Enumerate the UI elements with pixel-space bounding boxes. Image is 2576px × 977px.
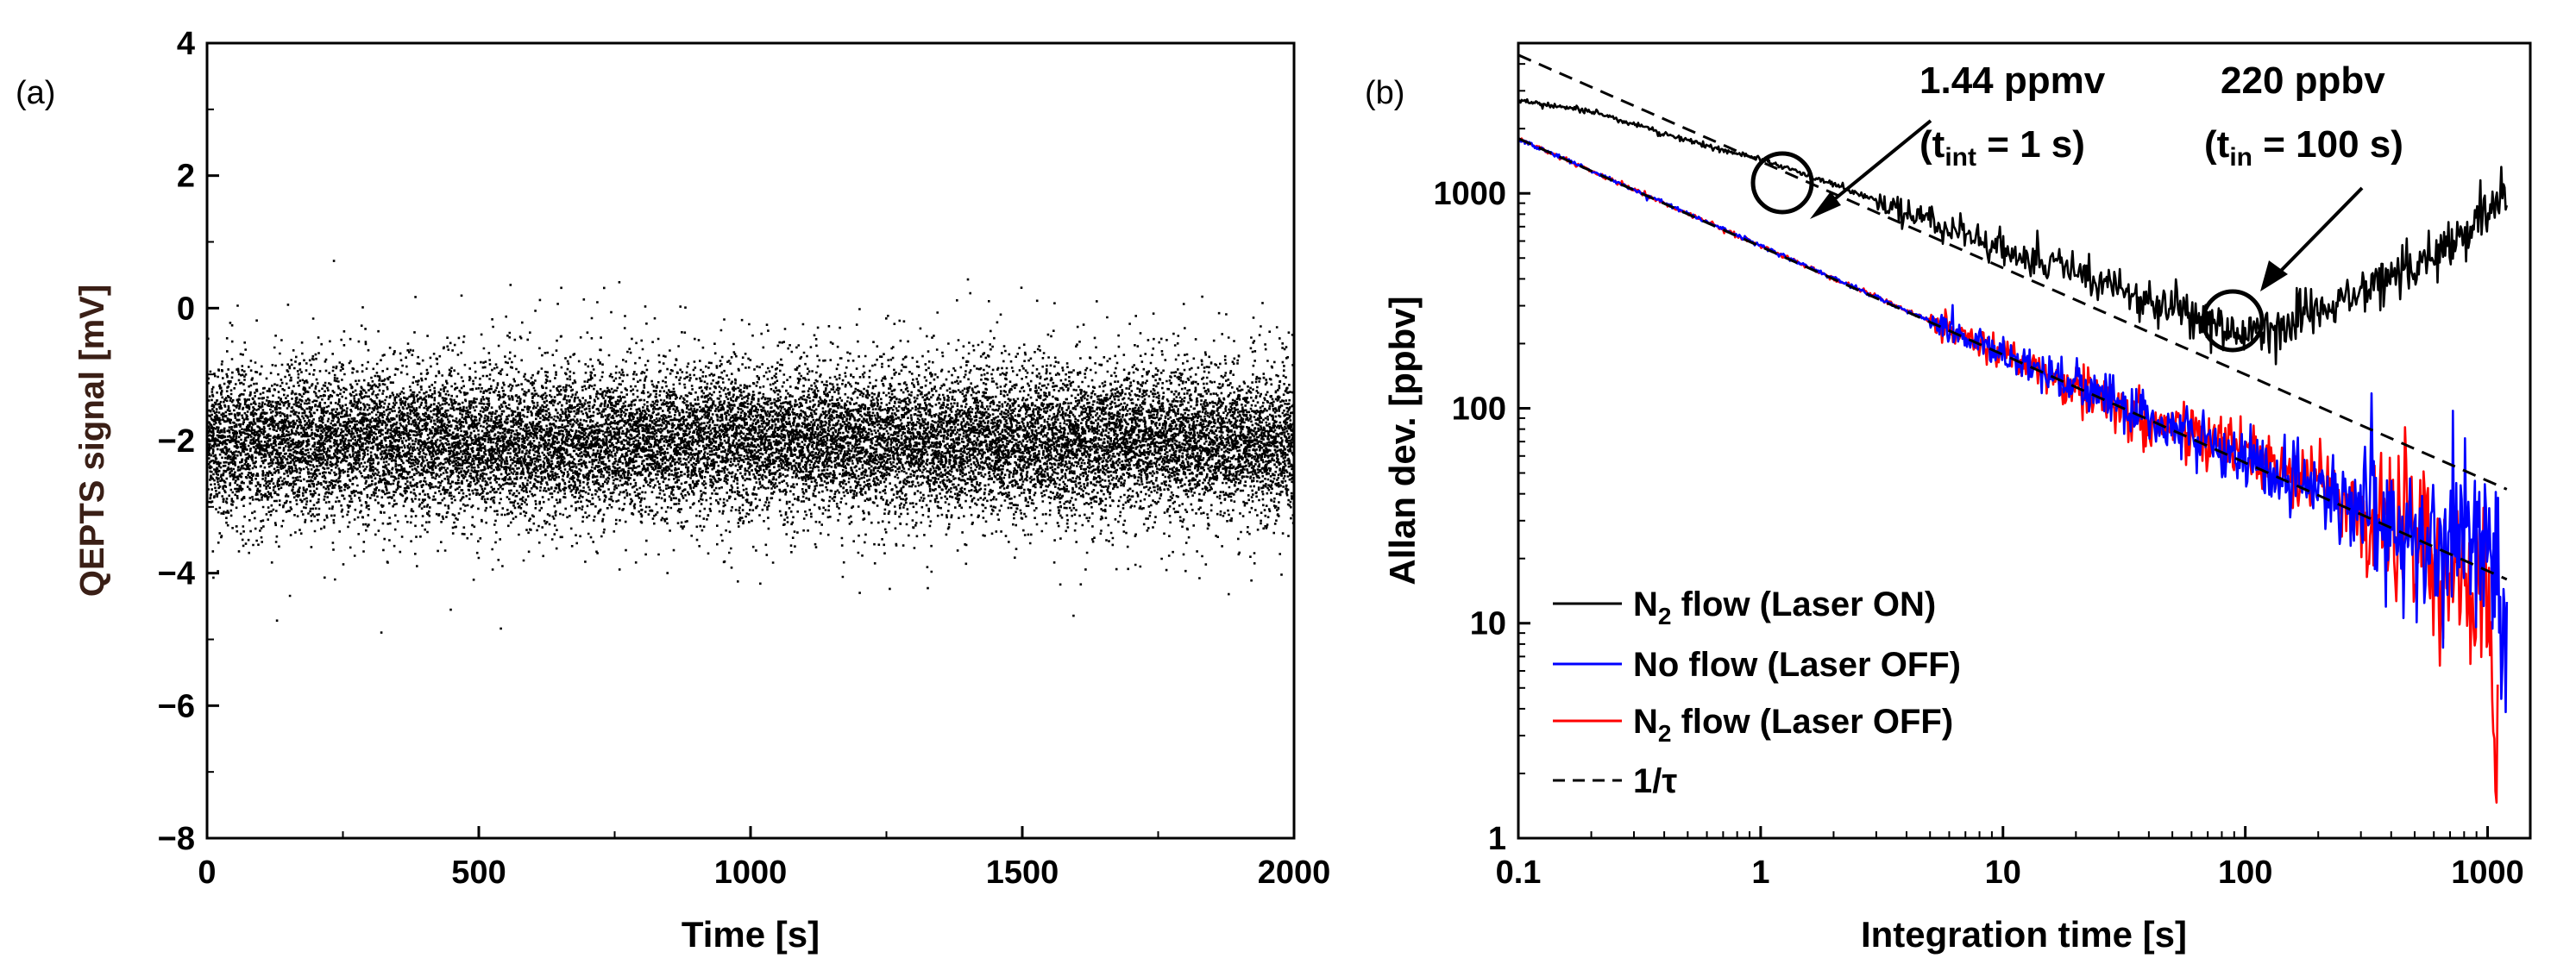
legend-entry-no-flow-laser-off: No flow (Laser OFF) [1553, 646, 1961, 684]
y-tick-label: 1 [1488, 821, 1506, 857]
legend-entry-n2-laser-off: N2 flow (Laser OFF) [1553, 703, 1953, 747]
panel-b-label: (b) [1365, 75, 1404, 111]
panel-b-frame [1517, 41, 2532, 840]
y-tick-label: 10 [1470, 606, 1506, 642]
svg-text:No flow (Laser OFF): No flow (Laser OFF) [1633, 646, 1961, 684]
panel-a-y-ticks: −8 −6 −4 −2 0 2 4 [158, 26, 219, 857]
panel-a-x-label: Time [s] [682, 914, 820, 955]
annotation-2-sub: in [2229, 143, 2252, 172]
legend-text-post: flow (Laser ON) [1671, 586, 1936, 623]
x-tick-label: 10 [1985, 855, 2021, 891]
svg-text:1.44 ppmv: 1.44 ppmv [1919, 59, 2106, 102]
y-tick-label: 1000 [1433, 176, 1506, 212]
annotation-1-arrow [1825, 119, 1932, 207]
annotation-2-circle [2201, 289, 2265, 353]
legend-text: N [1633, 586, 1658, 623]
x-tick-label: 0 [198, 855, 216, 891]
x-tick-label: 1000 [714, 855, 788, 891]
legend-sub: 2 [1658, 720, 1672, 747]
panel-b-x-label: Integration time [s] [1861, 914, 2187, 955]
legend: N2 flow (Laser ON) No flow (Laser OFF) N… [1553, 586, 1961, 800]
x-tick-label: 2000 [1258, 855, 1331, 891]
annotation-1-arrowhead [1810, 191, 1841, 219]
annotation-2-eq: = 100 s) [2252, 123, 2403, 166]
annotation-2-value: 220 ppbv [2221, 59, 2385, 102]
panel-b-x-ticks: 0.1 1 10 100 1000 [1496, 826, 2524, 891]
legend-text: 1/τ [1633, 762, 1677, 800]
annotation-220-ppbv: 220 ppbv (tin = 100 s) [2201, 59, 2403, 353]
y-tick-label: −6 [158, 688, 195, 724]
y-tick-label: 100 [1452, 391, 1506, 427]
annotation-1-eq: = 1 s) [1976, 123, 2085, 166]
panel-b-y-label: Allan dev. [ppbv] [1382, 296, 1423, 585]
svg-text:(tint = 1 s): (tint = 1 s) [1919, 123, 2085, 172]
y-tick-label: −2 [158, 423, 195, 460]
legend-entry-inverse-tau: 1/τ [1553, 762, 1677, 800]
panel-a-y-label: QEPTS signal [mV] [73, 285, 111, 597]
annotation-2-arrowhead [2260, 260, 2288, 291]
annotation-2-t: (t [2204, 123, 2230, 166]
panel-b-lines [1518, 53, 2509, 804]
legend-text: No flow (Laser OFF) [1633, 646, 1961, 684]
panel-a-x-ticks: 0 500 1000 1500 2000 [198, 826, 1330, 891]
panel-a-label: (a) [16, 75, 55, 111]
annotation-1-value: 1.44 ppmv [1919, 59, 2106, 102]
x-tick-label: 500 [451, 855, 506, 891]
x-tick-label: 0.1 [1496, 855, 1542, 891]
svg-text:220 ppbv: 220 ppbv [2221, 59, 2385, 102]
y-tick-label: 4 [177, 26, 195, 62]
annotation-1-circle [1750, 151, 1814, 215]
x-tick-label: 100 [2218, 855, 2272, 891]
x-tick-label: 1500 [986, 855, 1059, 891]
annotation-1-sub: int [1945, 143, 1976, 172]
legend-entry-n2-laser-on: N2 flow (Laser ON) [1553, 586, 1936, 629]
panel-a: (a) 0 500 1000 1500 2000 −8 −6 −4 −2 0 2 4 Time [s… [16, 26, 1330, 955]
y-tick-label: 0 [177, 291, 195, 327]
x-tick-label: 1000 [2451, 855, 2524, 891]
x-tick-label: 1 [1751, 855, 1769, 891]
svg-text:1/τ: 1/τ [1633, 762, 1677, 800]
y-tick-label: −8 [158, 821, 195, 857]
series-inverse-tau [1518, 53, 2508, 491]
panel-b-y-ticks: 1 10 100 1000 [1433, 42, 1530, 857]
svg-text:N2 flow (Laser OFF): N2 flow (Laser OFF) [1633, 703, 1953, 747]
series-inverse-tau [1518, 137, 2508, 581]
legend-text: N [1633, 703, 1658, 741]
series-n2-flow-laser-off [1518, 137, 2499, 804]
annotation-1-t: (t [1919, 123, 1945, 166]
svg-text:(tin = 100 s): (tin = 100 s) [2204, 123, 2403, 172]
y-tick-label: 2 [177, 159, 195, 195]
annotation-2-arrow [2276, 186, 2364, 276]
legend-text-post: flow (Laser OFF) [1671, 703, 1953, 741]
annotation-1-44-ppmv: 1.44 ppmv (tint = 1 s) [1750, 59, 2106, 219]
svg-text:N2 flow (Laser ON): N2 flow (Laser ON) [1633, 586, 1936, 629]
series-n2-flow-laser-on [1518, 97, 2509, 366]
qepts-signal-points [207, 260, 1294, 634]
panel-a-scatter [207, 260, 1294, 634]
legend-sub: 2 [1658, 603, 1672, 629]
y-tick-label: −4 [158, 556, 195, 592]
